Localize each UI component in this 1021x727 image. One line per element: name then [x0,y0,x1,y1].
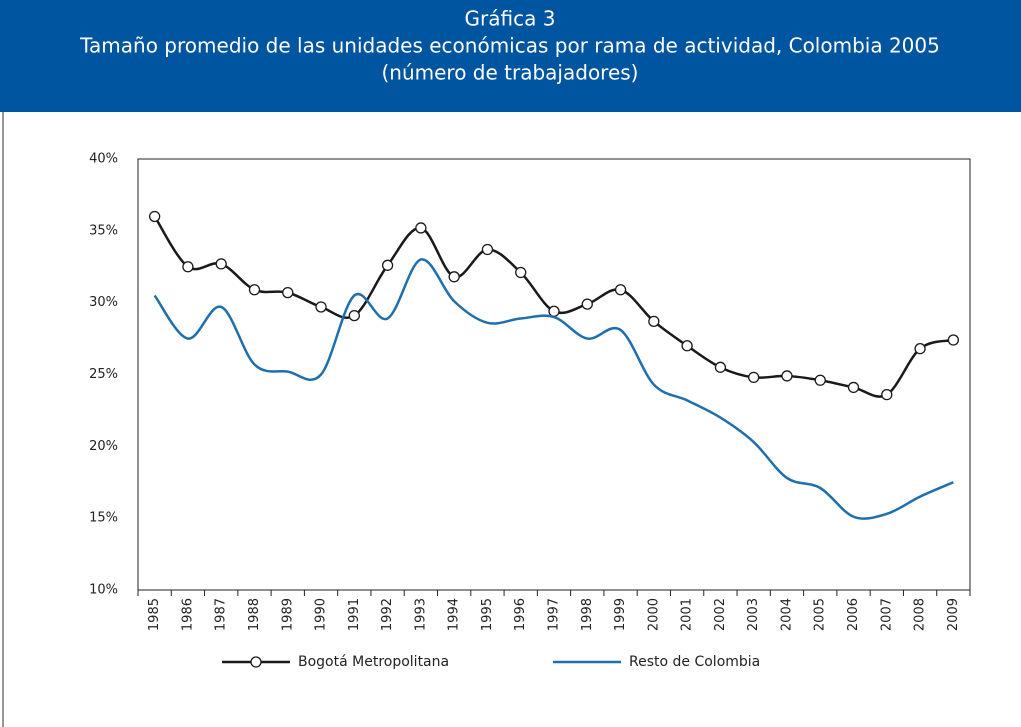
chart-subtitle: (número de trabajadores) [381,61,638,85]
x-tick-label: 1985 [147,598,162,631]
data-point [614,284,627,296]
data-point [681,340,693,352]
x-tick-label: 1990 [314,598,329,631]
x-tick-label: 1986 [180,598,195,631]
y-tick-label: 25% [89,367,118,382]
x-tick-label: 2007 [879,598,894,631]
x-tick-label: 1998 [580,598,595,631]
data-point [381,259,394,271]
data-point [714,361,727,373]
data-point [847,381,860,394]
data-point [348,309,360,322]
legend-marker [250,656,262,668]
data-point [947,334,960,346]
x-tick-label: 2005 [813,598,828,631]
data-point [581,298,593,310]
data-point [881,388,893,401]
x-tick-label: 2002 [713,598,728,631]
y-tick-label: 30% [89,295,118,310]
x-tick-label: 1989 [280,598,295,631]
legend-label: Resto de Colombia [629,654,760,670]
x-tick-label: 1992 [380,598,395,631]
data-point [481,243,494,256]
x-tick-label: 1988 [247,598,262,631]
x-tick-label: 1997 [547,598,562,631]
plot-frame [137,158,971,591]
chart-subtitle: Tamaño promedio de las unidades económic… [79,34,940,58]
data-point [248,284,261,296]
data-point [781,370,793,382]
chart-title: Gráfica 3 [465,7,556,31]
legend-label: Bogotá Metropolitana [298,654,449,670]
x-tick-label: 1996 [513,598,528,631]
y-tick-label: 15% [89,511,118,526]
x-tick-label: 2000 [646,598,661,631]
x-tick-label: 1987 [214,598,229,631]
x-tick-label: 1995 [480,598,495,631]
data-point [515,266,527,279]
data-point [315,301,327,313]
y-tick-label: 40% [89,152,118,167]
x-tick-label: 2006 [846,598,861,631]
data-point [182,261,194,273]
data-point [448,271,460,283]
data-point [148,210,161,223]
y-tick-label: 35% [89,223,118,238]
y-tick-label: 20% [89,439,118,454]
x-tick-label: 1993 [413,598,428,631]
x-tick-label: 1999 [613,598,628,631]
x-tick-label: 2004 [779,598,794,631]
x-tick-label: 1991 [347,598,362,631]
data-point [914,342,926,355]
x-tick-label: 2001 [680,598,695,631]
data-point [814,374,826,386]
header-band [0,0,1021,112]
x-tick-label: 1994 [447,598,462,631]
data-point [648,315,660,327]
data-point [215,258,227,270]
data-point [748,371,760,384]
y-tick-label: 10% [89,583,118,598]
data-point [548,305,560,317]
x-tick-label: 2008 [913,598,928,631]
x-tick-label: 2009 [946,598,961,631]
data-point [415,222,427,234]
x-tick-label: 2003 [746,598,761,631]
data-point [282,286,294,299]
series-line [153,258,954,520]
